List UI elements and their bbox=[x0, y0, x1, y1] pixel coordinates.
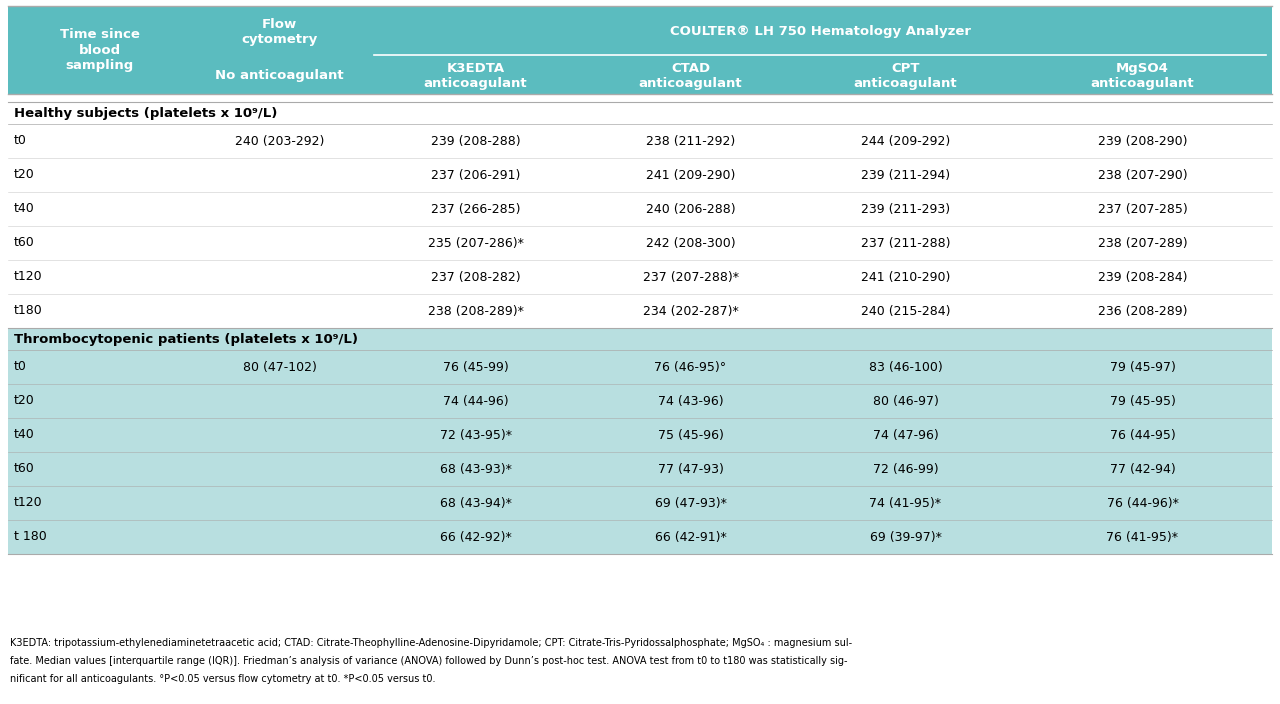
Text: 236 (208-289): 236 (208-289) bbox=[1098, 305, 1187, 318]
Bar bbox=[8, 158, 1272, 192]
Text: 240 (206-288): 240 (206-288) bbox=[645, 203, 736, 215]
Bar bbox=[8, 520, 1272, 554]
Text: 69 (47-93)*: 69 (47-93)* bbox=[654, 496, 727, 510]
Text: t120: t120 bbox=[14, 496, 42, 510]
Text: 76 (44-95): 76 (44-95) bbox=[1110, 429, 1175, 441]
Text: 72 (43-95)*: 72 (43-95)* bbox=[440, 429, 512, 441]
Text: 239 (208-288): 239 (208-288) bbox=[431, 134, 521, 148]
Bar bbox=[8, 124, 1272, 158]
Text: CTAD
anticoagulant: CTAD anticoagulant bbox=[639, 62, 742, 90]
Bar bbox=[8, 452, 1272, 486]
Text: No anticoagulant: No anticoagulant bbox=[215, 70, 344, 82]
Text: 240 (203-292): 240 (203-292) bbox=[236, 134, 324, 148]
Text: 234 (202-287)*: 234 (202-287)* bbox=[643, 305, 739, 318]
Text: 74 (41-95)*: 74 (41-95)* bbox=[869, 496, 942, 510]
Text: 239 (211-293): 239 (211-293) bbox=[861, 203, 950, 215]
Text: Flow
cytometry: Flow cytometry bbox=[242, 18, 317, 46]
Text: t 180: t 180 bbox=[14, 531, 47, 543]
Text: 74 (43-96): 74 (43-96) bbox=[658, 394, 723, 408]
Text: 76 (41-95)*: 76 (41-95)* bbox=[1106, 531, 1179, 543]
Bar bbox=[8, 260, 1272, 294]
Bar bbox=[8, 418, 1272, 452]
Text: 244 (209-292): 244 (209-292) bbox=[861, 134, 950, 148]
Bar bbox=[8, 328, 1272, 350]
Text: 69 (39-97)*: 69 (39-97)* bbox=[869, 531, 941, 543]
Text: 68 (43-94)*: 68 (43-94)* bbox=[440, 496, 512, 510]
Bar bbox=[8, 294, 1272, 328]
Text: 240 (215-284): 240 (215-284) bbox=[860, 305, 950, 318]
Text: 237 (208-282): 237 (208-282) bbox=[431, 270, 521, 284]
Text: 79 (45-97): 79 (45-97) bbox=[1110, 360, 1175, 374]
Text: t60: t60 bbox=[14, 463, 35, 475]
Bar bbox=[8, 350, 1272, 384]
Text: 238 (207-290): 238 (207-290) bbox=[1098, 168, 1188, 182]
Text: 237 (266-285): 237 (266-285) bbox=[431, 203, 521, 215]
Text: 79 (45-95): 79 (45-95) bbox=[1110, 394, 1175, 408]
Text: MgSO4
anticoagulant: MgSO4 anticoagulant bbox=[1091, 62, 1194, 90]
Text: 72 (46-99): 72 (46-99) bbox=[873, 463, 938, 475]
Text: 239 (208-290): 239 (208-290) bbox=[1098, 134, 1187, 148]
Text: 238 (208-289)*: 238 (208-289)* bbox=[428, 305, 524, 318]
Text: nificant for all anticoagulants. °P<0.05 versus flow cytometry at t0. *P<0.05 ve: nificant for all anticoagulants. °P<0.05… bbox=[10, 674, 435, 684]
Text: 76 (45-99): 76 (45-99) bbox=[443, 360, 508, 374]
Text: 237 (207-285): 237 (207-285) bbox=[1097, 203, 1188, 215]
Text: t40: t40 bbox=[14, 203, 35, 215]
Text: t20: t20 bbox=[14, 394, 35, 408]
Text: t40: t40 bbox=[14, 429, 35, 441]
Text: t180: t180 bbox=[14, 305, 42, 318]
Text: CPT
anticoagulant: CPT anticoagulant bbox=[854, 62, 957, 90]
Text: Healthy subjects (platelets x 10⁹/L): Healthy subjects (platelets x 10⁹/L) bbox=[14, 106, 278, 120]
Text: 74 (47-96): 74 (47-96) bbox=[873, 429, 938, 441]
Text: 66 (42-92)*: 66 (42-92)* bbox=[440, 531, 512, 543]
Text: K3EDTA
anticoagulant: K3EDTA anticoagulant bbox=[424, 62, 527, 90]
Bar bbox=[8, 486, 1272, 520]
Text: 237 (211-288): 237 (211-288) bbox=[860, 237, 950, 249]
Text: t0: t0 bbox=[14, 360, 27, 374]
Text: 242 (208-300): 242 (208-300) bbox=[645, 237, 736, 249]
Bar bbox=[8, 192, 1272, 226]
Bar bbox=[8, 226, 1272, 260]
Text: 76 (44-96)*: 76 (44-96)* bbox=[1106, 496, 1179, 510]
Text: 68 (43-93)*: 68 (43-93)* bbox=[440, 463, 512, 475]
Text: 237 (207-288)*: 237 (207-288)* bbox=[643, 270, 739, 284]
Text: t60: t60 bbox=[14, 237, 35, 249]
Text: Time since
blood
sampling: Time since blood sampling bbox=[60, 28, 140, 72]
Text: 237 (206-291): 237 (206-291) bbox=[431, 168, 521, 182]
Text: 76 (46-95)°: 76 (46-95)° bbox=[654, 360, 727, 374]
Text: 74 (44-96): 74 (44-96) bbox=[443, 394, 508, 408]
Text: 66 (42-91)*: 66 (42-91)* bbox=[654, 531, 727, 543]
Text: 80 (47-102): 80 (47-102) bbox=[243, 360, 316, 374]
Bar bbox=[8, 102, 1272, 124]
Bar bbox=[8, 94, 1272, 102]
Text: COULTER® LH 750 Hematology Analyzer: COULTER® LH 750 Hematology Analyzer bbox=[669, 25, 970, 39]
Bar bbox=[8, 6, 1272, 94]
Text: 241 (210-290): 241 (210-290) bbox=[860, 270, 950, 284]
Text: fate. Median values [interquartile range (IQR)]. Friedman’s analysis of variance: fate. Median values [interquartile range… bbox=[10, 656, 847, 666]
Text: Thrombocytopenic patients (platelets x 10⁹/L): Thrombocytopenic patients (platelets x 1… bbox=[14, 332, 358, 346]
Text: 75 (45-96): 75 (45-96) bbox=[658, 429, 723, 441]
Text: 239 (208-284): 239 (208-284) bbox=[1098, 270, 1187, 284]
Text: 80 (46-97): 80 (46-97) bbox=[873, 394, 938, 408]
Bar bbox=[8, 384, 1272, 418]
Text: 239 (211-294): 239 (211-294) bbox=[861, 168, 950, 182]
Text: 238 (207-289): 238 (207-289) bbox=[1098, 237, 1188, 249]
Text: 235 (207-286)*: 235 (207-286)* bbox=[428, 237, 524, 249]
Text: t20: t20 bbox=[14, 168, 35, 182]
Text: 241 (209-290): 241 (209-290) bbox=[646, 168, 735, 182]
Text: 77 (47-93): 77 (47-93) bbox=[658, 463, 723, 475]
Text: 77 (42-94): 77 (42-94) bbox=[1110, 463, 1175, 475]
Text: K3EDTA: tripotassium-ethylenediaminetetraacetic acid; CTAD: Citrate-Theophylline: K3EDTA: tripotassium-ethylenediaminetetr… bbox=[10, 638, 852, 648]
Text: t0: t0 bbox=[14, 134, 27, 148]
Text: 83 (46-100): 83 (46-100) bbox=[869, 360, 942, 374]
Text: 238 (211-292): 238 (211-292) bbox=[646, 134, 735, 148]
Text: t120: t120 bbox=[14, 270, 42, 284]
